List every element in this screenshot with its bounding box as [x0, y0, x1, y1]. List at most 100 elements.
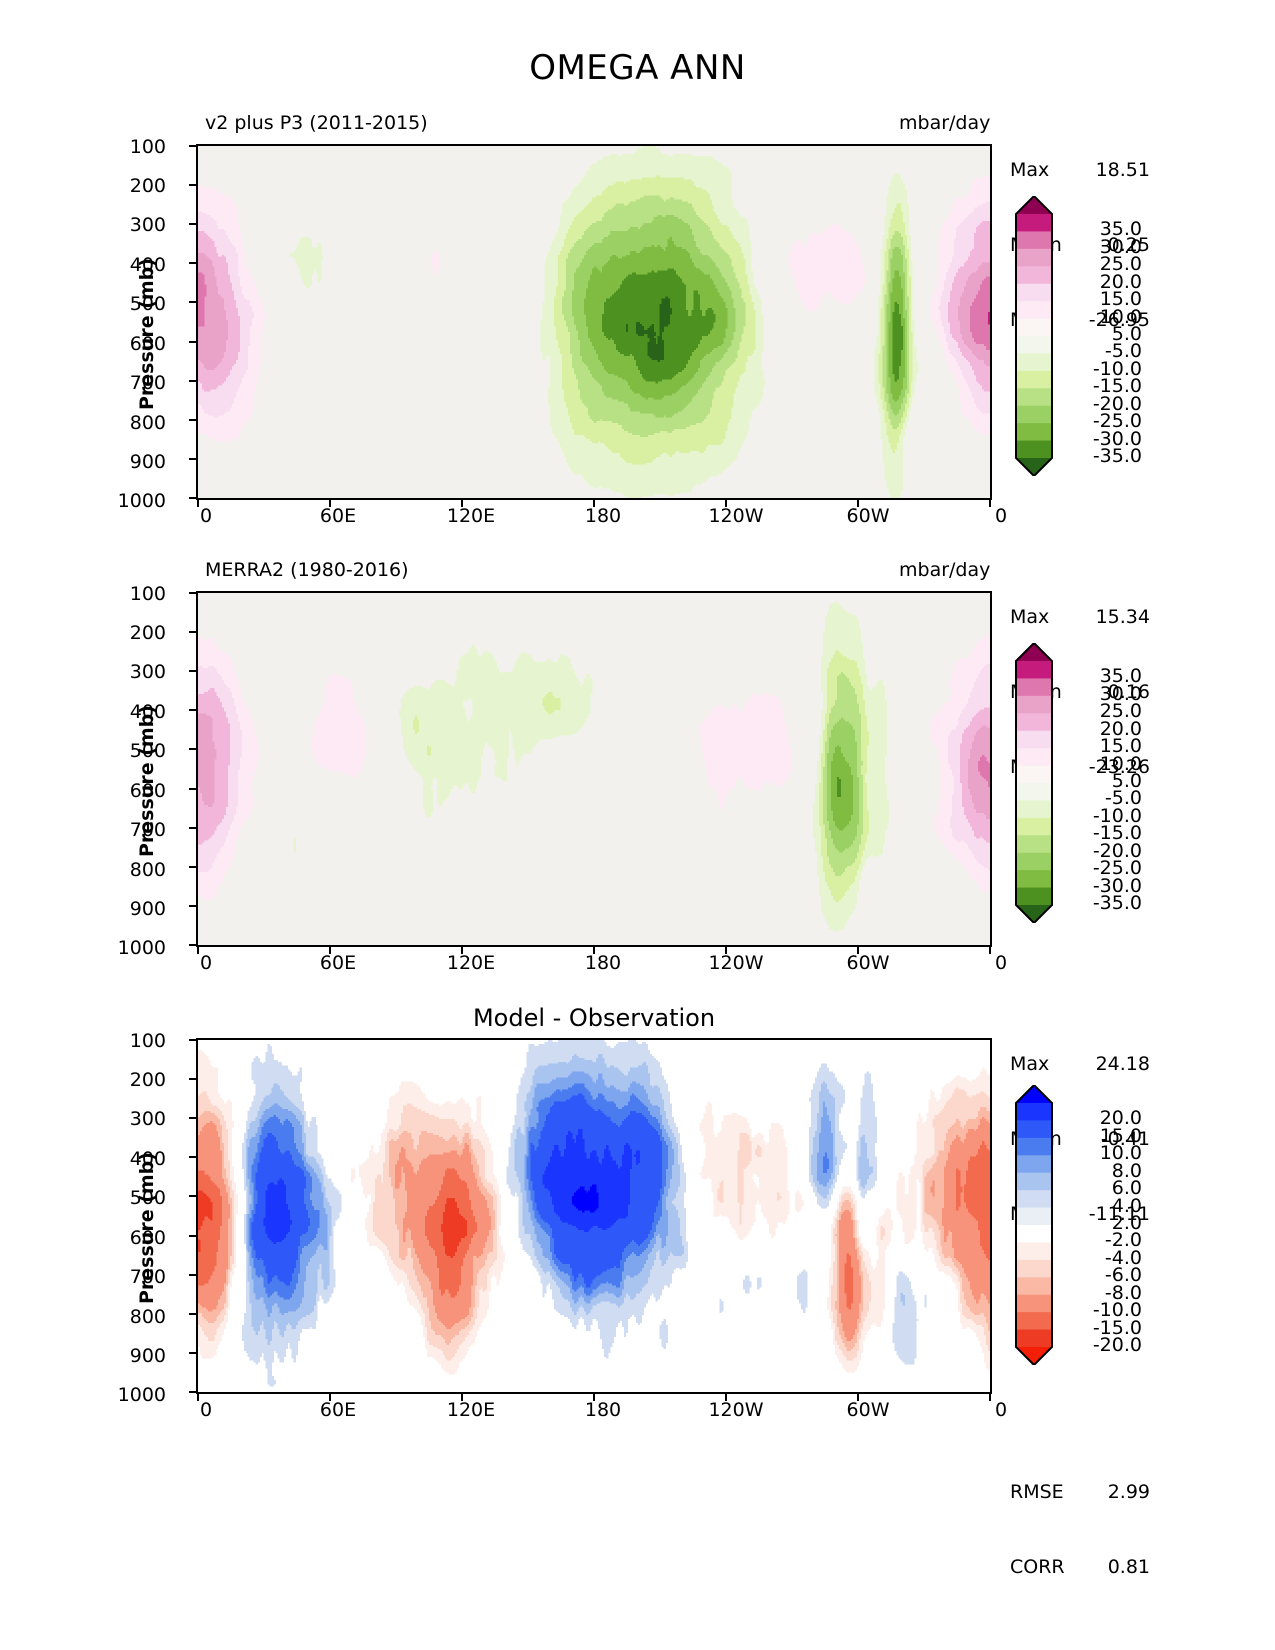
ytick-obs-2: 300	[129, 661, 166, 683]
ytick-obs-8: 900	[129, 898, 166, 920]
colorbar-tick-label: -30.0	[1092, 427, 1142, 450]
ytick-diff-1: 200	[129, 1069, 166, 1091]
colorbar-obs[interactable]	[1012, 643, 1056, 923]
colorbar-tick-label: 10.0	[1099, 1142, 1142, 1165]
colorbar-diff-labels: 20.0 15.0 10.0 8.0 6.0 4.0 2.0 -2.0 -4.0 -6.0 -8.0…	[1056, 1085, 1156, 1365]
panel-model-label: v2 plus P3 (2011-2015)	[205, 112, 428, 134]
colorbar-tick-label: -10.0	[1092, 804, 1142, 827]
xtick-obs-0: 0	[199, 952, 213, 974]
colorbar-tick-label: -25.0	[1092, 857, 1142, 880]
ytick-obs-9: 1000	[117, 937, 166, 959]
xtick-diff-5: 60W	[846, 1399, 890, 1421]
colorbar-tick-label: 25.0	[1099, 253, 1142, 276]
colorbar-tick-label: 35.0	[1099, 665, 1142, 688]
ytick-diff-9: 1000	[117, 1384, 166, 1406]
contour-plot-diff[interactable]	[196, 1038, 992, 1394]
ytick-diff-5: 600	[129, 1227, 166, 1249]
ytick-model-1: 200	[129, 175, 166, 197]
xtick-obs-6: 0	[994, 952, 1008, 974]
stat-value: 18.51	[1095, 159, 1150, 181]
ytick-model-9: 1000	[117, 490, 166, 512]
contour-plot-model[interactable]	[196, 144, 992, 500]
stat-key: RMSE	[1010, 1481, 1064, 1503]
ytick-model-7: 800	[129, 412, 166, 434]
stats-diff-extra: RMSE 2.99 CORR 0.81	[1010, 1430, 1150, 1630]
ytick-diff-3: 400	[129, 1148, 166, 1170]
ytick-diff-4: 500	[129, 1187, 166, 1209]
xtick-obs-3: 180	[584, 952, 622, 974]
colorbar-tick-label: -15.0	[1092, 822, 1142, 845]
colorbar-model[interactable]	[1012, 196, 1056, 476]
stat-value: 2.99	[1107, 1481, 1150, 1503]
colorbar-tick-label: 10.0	[1099, 752, 1142, 775]
xtick-diff-4: 120W	[708, 1399, 764, 1421]
figure-title: OMEGA ANN	[529, 48, 746, 88]
ytick-model-2: 300	[129, 214, 166, 236]
ytick-diff-2: 300	[129, 1108, 166, 1130]
xtick-model-0: 0	[199, 505, 213, 527]
colorbar-tick-label: -6.0	[1104, 1264, 1142, 1287]
stat-value: 24.18	[1095, 1053, 1150, 1075]
xtick-diff-6: 0	[994, 1399, 1008, 1421]
colorbar-tick-label: -15.0	[1092, 375, 1142, 398]
stat-value: -11.11	[1088, 1203, 1150, 1225]
colorbar-tick-label: -20.0	[1092, 1334, 1142, 1356]
colorbar-tick-label: -8.0	[1104, 1281, 1142, 1304]
colorbar-tick-label: 30.0	[1099, 682, 1142, 705]
panel-obs-units: mbar/day	[899, 559, 991, 581]
colorbar-tick-label: -10.0	[1092, 1299, 1142, 1322]
ytick-obs-7: 800	[129, 859, 166, 881]
stat-key: Max	[1010, 1053, 1050, 1075]
colorbar-tick-label: -35.0	[1092, 892, 1142, 914]
colorbar-tick-label: -20.0	[1092, 392, 1142, 415]
colorbar-tick-label: -30.0	[1092, 874, 1142, 897]
xtick-model-6: 0	[994, 505, 1008, 527]
panel-diff-label: Model - Observation	[472, 1004, 716, 1032]
colorbar-tick-label: 6.0	[1111, 1177, 1142, 1200]
xtick-model-2: 120E	[446, 505, 496, 527]
xtick-diff-2: 120E	[446, 1399, 496, 1421]
stat-value: -23.26	[1088, 756, 1150, 778]
ytick-diff-8: 900	[129, 1345, 166, 1367]
colorbar-tick-label: 5.0	[1111, 323, 1142, 345]
xtick-model-4: 120W	[708, 505, 764, 527]
colorbar-tick-label: -35.0	[1092, 445, 1142, 467]
colorbar-tick-label: -2.0	[1104, 1229, 1142, 1252]
colorbar-tick-label: 30.0	[1099, 235, 1142, 258]
ytick-obs-4: 500	[129, 740, 166, 762]
colorbar-tick-label: 2.0	[1111, 1212, 1142, 1234]
ytick-model-6: 700	[129, 372, 166, 394]
ytick-diff-7: 800	[129, 1306, 166, 1328]
panel-model-units: mbar/day	[899, 112, 991, 134]
ytick-diff-6: 700	[129, 1266, 166, 1288]
panel-obs-label: MERRA2 (1980-2016)	[205, 559, 409, 581]
ytick-obs-1: 200	[129, 622, 166, 644]
colorbar-tick-label: 15.0	[1099, 735, 1142, 758]
xtick-obs-4: 120W	[708, 952, 764, 974]
xtick-obs-5: 60W	[846, 952, 890, 974]
colorbar-tick-label: 4.0	[1111, 1194, 1142, 1217]
colorbar-diff[interactable]	[1012, 1085, 1056, 1365]
stat-value: -0.41	[1100, 1128, 1150, 1150]
stat-value: 0.81	[1107, 1556, 1150, 1578]
colorbar-obs-labels: 35.0 30.0 25.0 20.0 15.0 10.0 5.0 -5.0 -10.0 -15.…	[1056, 643, 1156, 923]
ytick-obs-0: 100	[129, 583, 166, 605]
colorbar-tick-label: 8.0	[1111, 1159, 1142, 1182]
xtick-model-5: 60W	[846, 505, 890, 527]
ytick-model-3: 400	[129, 254, 166, 276]
colorbar-tick-label: 15.0	[1099, 288, 1142, 311]
stat-value: 15.34	[1095, 606, 1150, 628]
ytick-obs-3: 400	[129, 701, 166, 723]
contour-plot-obs[interactable]	[196, 591, 992, 947]
stat-value: -26.95	[1088, 309, 1150, 331]
colorbar-tick-label: 15.0	[1099, 1124, 1142, 1147]
colorbar-tick-label: -4.0	[1104, 1246, 1142, 1269]
colorbar-tick-label: 10.0	[1099, 305, 1142, 328]
ytick-obs-5: 600	[129, 780, 166, 802]
xtick-diff-3: 180	[584, 1399, 622, 1421]
ytick-obs-6: 700	[129, 819, 166, 841]
colorbar-tick-label: -25.0	[1092, 410, 1142, 433]
colorbar-tick-label: -5.0	[1104, 340, 1142, 363]
xtick-model-3: 180	[584, 505, 622, 527]
